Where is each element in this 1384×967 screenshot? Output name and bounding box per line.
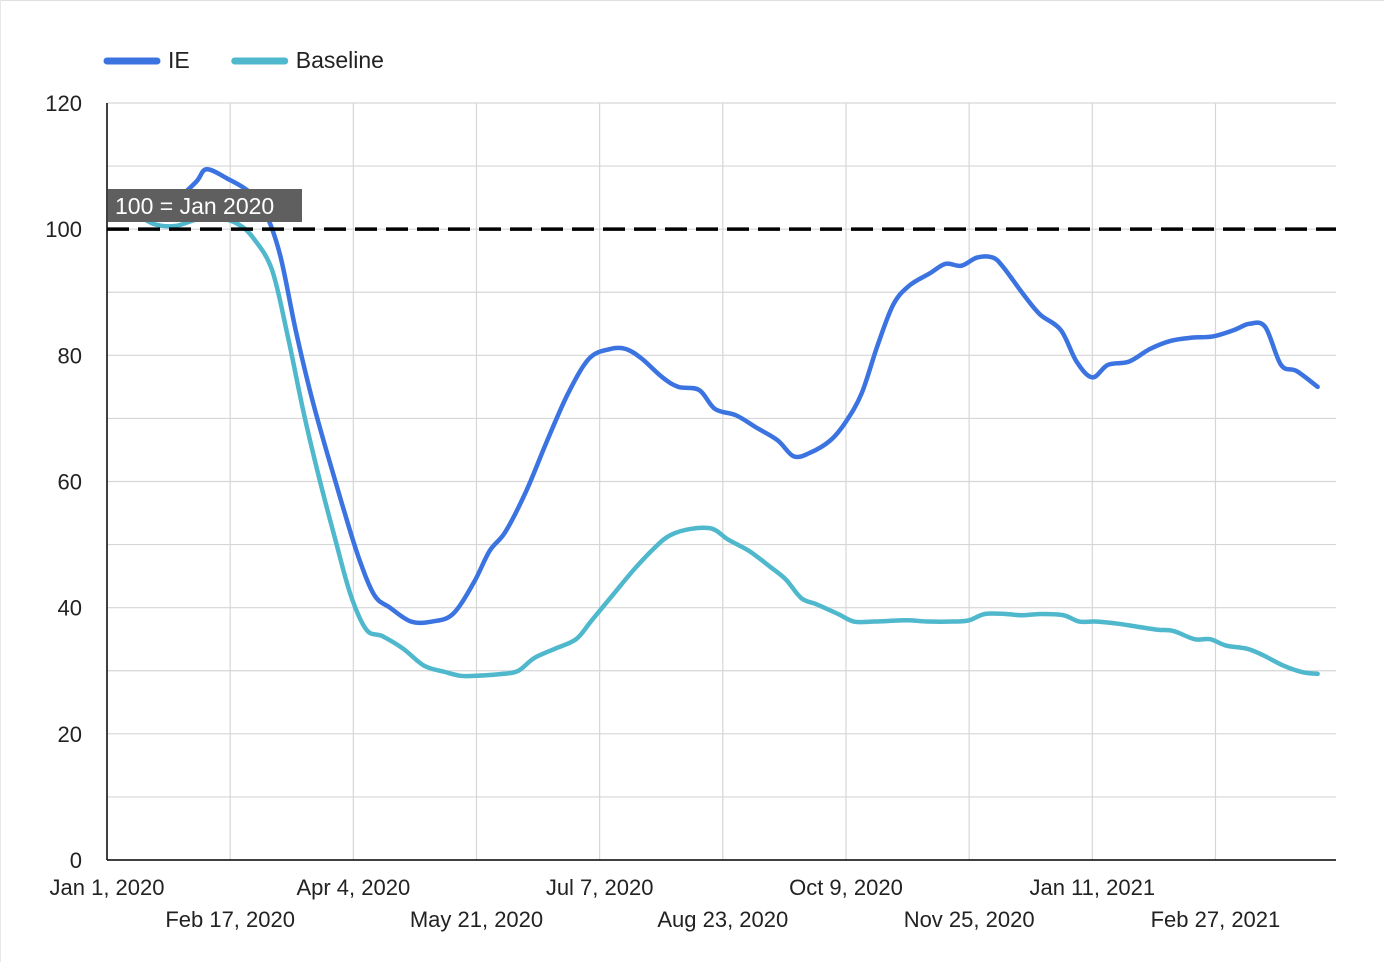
y-tick-label: 100 xyxy=(45,217,82,242)
x-tick-label: Jul 7, 2020 xyxy=(546,875,654,900)
reference-line-group: 100 = Jan 2020 xyxy=(107,189,1336,231)
x-tick-label: Feb 27, 2021 xyxy=(1151,907,1281,932)
y-tick-label: 20 xyxy=(58,722,82,747)
x-tick-label: Oct 9, 2020 xyxy=(789,875,903,900)
x-tick-label: Jan 11, 2021 xyxy=(1029,875,1155,900)
x-tick-label: Jan 1, 2020 xyxy=(50,875,165,900)
x-tick-label: Aug 23, 2020 xyxy=(657,907,788,932)
panel-top-border xyxy=(0,0,1384,1)
legend-label: IE xyxy=(168,47,190,73)
x-tick-label: May 21, 2020 xyxy=(410,907,543,932)
x-tick-label: Nov 25, 2020 xyxy=(904,907,1035,932)
series-line-ie xyxy=(115,166,1320,626)
y-axis-tick-labels: 0 20 40 60 80 100 120 xyxy=(45,91,82,873)
y-tick-label: 120 xyxy=(45,91,82,116)
chart-series xyxy=(115,166,1320,679)
y-tick-label: 0 xyxy=(70,848,82,873)
series-line-baseline xyxy=(115,210,1320,679)
panel-left-border xyxy=(0,0,1,962)
y-tick-label: 60 xyxy=(58,470,82,495)
x-tick-label: Apr 4, 2020 xyxy=(296,875,410,900)
chart-legend: IE Baseline xyxy=(103,47,384,73)
legend-label: Baseline xyxy=(296,47,384,73)
y-tick-label: 40 xyxy=(58,596,82,621)
x-tick-label: Feb 17, 2020 xyxy=(165,907,295,932)
y-tick-label: 80 xyxy=(58,343,82,368)
reference-label: 100 = Jan 2020 xyxy=(115,193,274,219)
reference-label-box xyxy=(108,189,302,222)
